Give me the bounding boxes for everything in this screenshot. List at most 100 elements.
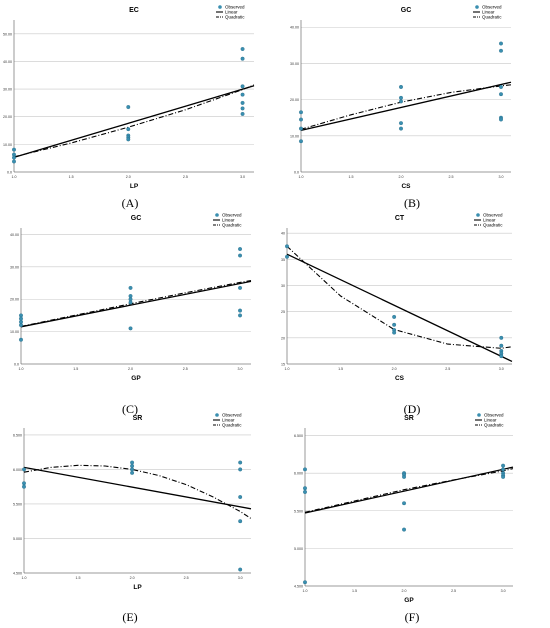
- observed-point: [238, 495, 243, 499]
- chart-title: SR: [133, 415, 143, 422]
- x-tick-label: 2.5: [451, 589, 456, 593]
- x-tick-label: 1.5: [338, 367, 343, 371]
- x-axis-label: GP: [404, 597, 414, 604]
- observed-point: [19, 337, 23, 342]
- observed-point: [240, 84, 245, 89]
- x-tick-label: 2.5: [183, 175, 188, 179]
- legend-label: Quadratic: [225, 15, 245, 20]
- observed-point: [240, 47, 245, 51]
- legend-marker-observed: [476, 213, 480, 217]
- observed-point: [501, 467, 506, 472]
- y-tick-label: 10.00: [10, 330, 19, 334]
- quadratic-fit-line: [300, 84, 512, 130]
- x-tick-label: 2.5: [184, 576, 189, 580]
- quadratic-fit-line: [13, 84, 255, 158]
- observed-point: [499, 335, 504, 340]
- observed-point: [303, 467, 307, 472]
- y-tick-label: 40: [281, 232, 285, 236]
- observed-point: [499, 354, 504, 359]
- observed-point: [19, 316, 23, 321]
- x-tick-label: 1.5: [352, 589, 357, 593]
- x-tick-label: 1.0: [285, 367, 290, 371]
- observed-point: [130, 470, 135, 475]
- x-tick-label: 3.0: [499, 367, 504, 371]
- observed-point: [12, 155, 16, 160]
- y-tick-label: 30.00: [290, 62, 299, 66]
- y-tick-label: 30.00: [3, 88, 12, 92]
- observed-point: [238, 313, 242, 318]
- legend-marker-observed: [215, 213, 219, 217]
- observed-point: [12, 159, 16, 164]
- observed-point: [399, 126, 403, 131]
- observed-point: [126, 105, 131, 110]
- x-tick-label: 3.0: [501, 589, 506, 593]
- observed-point: [22, 484, 26, 489]
- legend-label: Quadratic: [484, 423, 504, 428]
- x-tick-label: 3.0: [240, 175, 245, 179]
- observed-point: [240, 92, 245, 97]
- observed-point: [240, 100, 245, 105]
- linear-fit-line: [13, 85, 255, 159]
- observed-point: [399, 85, 403, 89]
- linear-fit-line: [304, 466, 514, 514]
- observed-point: [238, 567, 243, 572]
- legend-label: Quadratic: [222, 423, 242, 428]
- x-tick-label: 1.5: [349, 175, 354, 179]
- observed-point: [299, 139, 303, 144]
- x-tick-label: 1.0: [22, 576, 27, 580]
- x-tick-label: 2.5: [183, 367, 188, 371]
- y-tick-label: 20.00: [290, 98, 299, 102]
- chart-title: EC: [129, 7, 139, 14]
- chart-panel-2: GC 0.0 10.00 20.00 30.00 40.00 1.0 1.5 2.0 2.5 3.0…: [290, 5, 512, 190]
- observed-point: [499, 117, 503, 122]
- chart-title: GC: [401, 7, 412, 14]
- observed-point: [399, 121, 403, 126]
- observed-point: [303, 490, 307, 494]
- observed-point: [501, 463, 506, 468]
- y-tick-label: 4.500: [294, 585, 303, 589]
- y-tick-label: 20.00: [10, 298, 19, 302]
- observed-point: [299, 117, 303, 122]
- legend-label: Quadratic: [483, 223, 503, 228]
- legend-label: Observed: [225, 5, 245, 10]
- observed-point: [392, 322, 397, 327]
- panel-label-a: (A): [121, 196, 139, 210]
- y-tick-label: 5.500: [13, 502, 22, 506]
- y-tick-label: 20: [281, 336, 285, 340]
- chart-panel-5: SR 4.500 5.000 5.500 6.000 6.500 1.0 1.5 2.0 2.5 3…: [13, 413, 252, 591]
- y-tick-label: 20.00: [3, 115, 12, 119]
- legend-marker-observed: [215, 413, 219, 417]
- chart-panel-4: CT 15 20 25 30 35 40 1.0 1.5 2.0 2.5 3.0 CS ObservedL…: [281, 213, 513, 382]
- y-tick-label: 10.00: [290, 134, 299, 138]
- y-tick-label: 6.500: [13, 433, 22, 437]
- observed-point: [402, 474, 406, 479]
- x-tick-label: 2.5: [449, 175, 454, 179]
- observed-point: [299, 126, 303, 131]
- observed-point: [238, 285, 242, 290]
- y-tick-label: 25: [281, 310, 285, 314]
- chart-panel-6: SR 4.500 5.000 5.500 6.000 6.500 1.0 1.5 2.0 2.5 3…: [294, 413, 514, 604]
- legend-label: Linear: [482, 10, 495, 15]
- legend-label: Quadratic: [222, 223, 242, 228]
- observed-point: [499, 92, 503, 97]
- chart-title: CT: [395, 215, 405, 222]
- observed-point: [128, 285, 133, 290]
- x-axis-label: LP: [130, 183, 139, 190]
- observed-point: [402, 501, 406, 506]
- quadratic-fit-line: [23, 464, 252, 519]
- x-tick-label: 2.0: [126, 175, 131, 179]
- observed-point: [285, 254, 289, 259]
- legend-label: Linear: [222, 218, 235, 223]
- legend-label: Observed: [482, 5, 502, 10]
- observed-point: [126, 127, 131, 132]
- x-axis-label: CS: [401, 183, 411, 190]
- x-axis-label: LP: [133, 584, 142, 591]
- x-tick-label: 2.0: [399, 175, 404, 179]
- observed-point: [402, 527, 406, 532]
- y-tick-label: 50.00: [3, 32, 12, 36]
- observed-point: [130, 460, 135, 465]
- observed-point: [499, 48, 503, 53]
- x-tick-label: 3.0: [499, 175, 504, 179]
- observed-point: [501, 474, 506, 479]
- legend-marker-observed: [475, 5, 479, 9]
